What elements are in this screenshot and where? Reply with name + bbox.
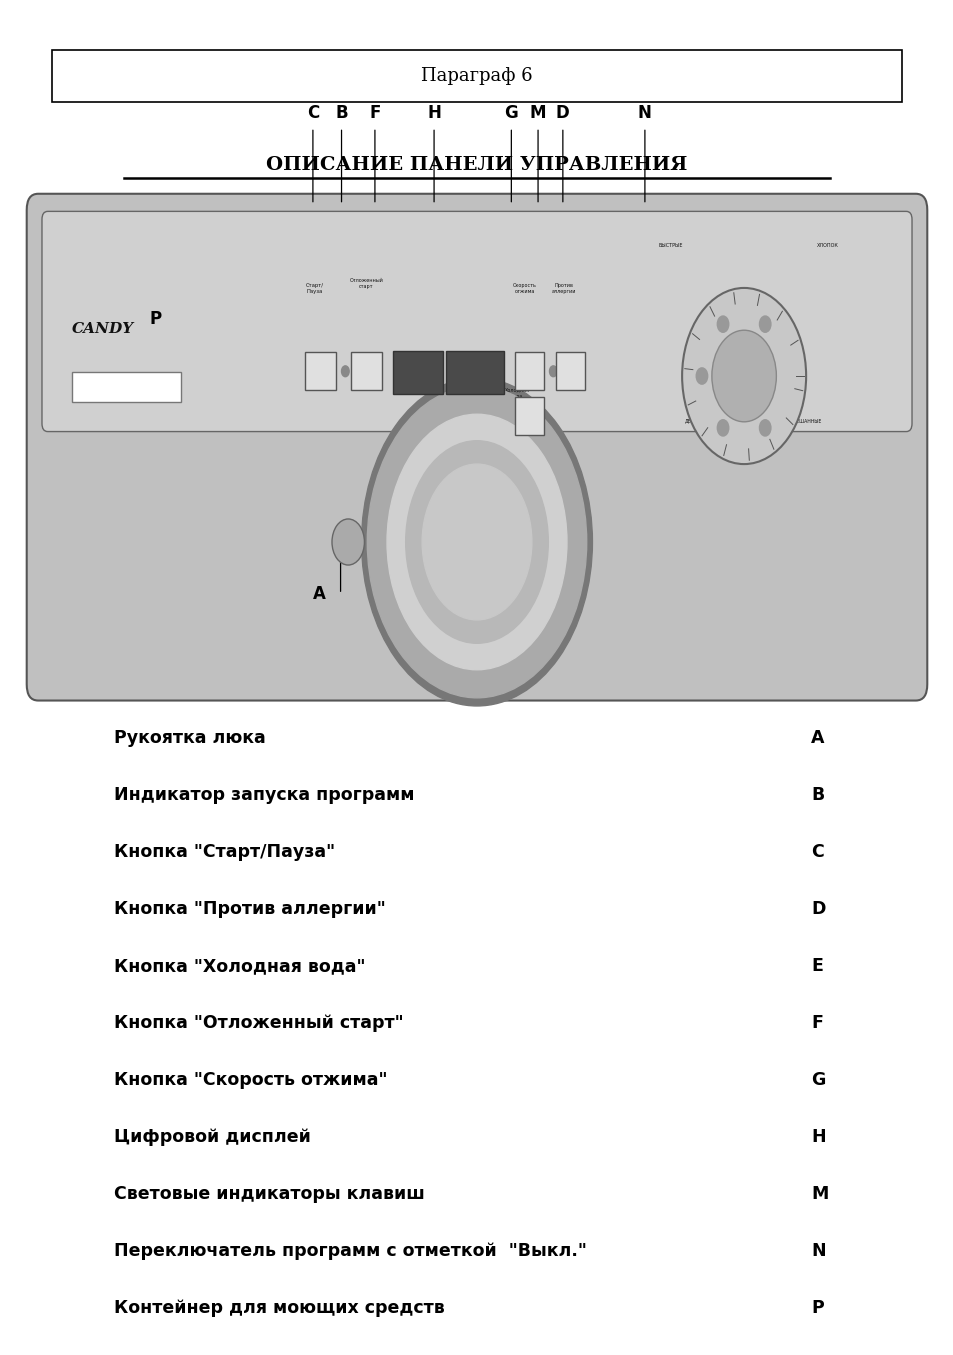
Text: C: C	[810, 843, 822, 862]
Text: ХЛОПОК: ХЛОПОК	[817, 243, 838, 248]
Text: A: A	[810, 729, 823, 748]
Text: СМЕШАННЫЕ: СМЕШАННЫЕ	[789, 419, 821, 424]
Text: Старт/
Пауза: Старт/ Пауза	[306, 283, 323, 294]
Text: F: F	[810, 1014, 821, 1033]
Text: Холодная
вода: Холодная вода	[504, 388, 529, 398]
Text: Рукоятка люка: Рукоятка люка	[114, 729, 266, 748]
Bar	[515, 352, 543, 390]
Text: M: M	[529, 104, 546, 122]
Circle shape	[405, 440, 548, 644]
Circle shape	[387, 415, 566, 669]
Circle shape	[421, 463, 531, 621]
Circle shape	[332, 519, 364, 565]
Text: ДЕЛИКАТНЫЕ: ДЕЛИКАТНЫЕ	[684, 419, 717, 424]
Text: Контейнер для моющих средств: Контейнер для моющих средств	[114, 1298, 445, 1317]
Bar	[446, 351, 503, 394]
Circle shape	[367, 386, 586, 698]
Text: E: E	[810, 957, 821, 976]
Text: G: G	[504, 104, 517, 122]
Circle shape	[696, 369, 707, 385]
Text: Против
аллергии: Против аллергии	[551, 283, 576, 294]
Text: Скорость
отжима: Скорость отжима	[512, 283, 537, 294]
Text: Параграф 6: Параграф 6	[420, 66, 533, 85]
Circle shape	[681, 289, 805, 465]
Bar	[305, 352, 335, 390]
Text: G: G	[810, 1070, 824, 1089]
Circle shape	[711, 331, 776, 421]
Text: H: H	[427, 104, 440, 122]
Text: P: P	[150, 310, 161, 328]
Bar	[515, 397, 543, 435]
Text: D: D	[810, 900, 824, 919]
Text: Кнопка "Против аллергии": Кнопка "Против аллергии"	[114, 900, 386, 919]
Text: E: E	[496, 442, 507, 459]
Text: C: C	[307, 104, 318, 122]
Text: A: A	[313, 585, 326, 603]
Bar	[52, 50, 901, 102]
Text: P: P	[810, 1298, 822, 1317]
Circle shape	[549, 366, 557, 377]
Text: D: D	[556, 104, 569, 122]
Circle shape	[717, 420, 728, 436]
Text: H: H	[810, 1127, 824, 1146]
Text: 888: 888	[409, 367, 426, 378]
Text: Кнопка "Старт/Пауза": Кнопка "Старт/Пауза"	[114, 843, 335, 862]
Circle shape	[341, 366, 349, 377]
Text: Кнопка "Скорость отжима": Кнопка "Скорость отжима"	[114, 1070, 388, 1089]
Text: B: B	[335, 104, 348, 122]
FancyBboxPatch shape	[27, 194, 926, 701]
Text: Цифровой дисплей: Цифровой дисплей	[114, 1127, 311, 1146]
Circle shape	[759, 420, 770, 436]
Text: M: M	[470, 442, 487, 459]
Bar	[393, 351, 442, 394]
Text: CANDY: CANDY	[71, 321, 133, 336]
Text: БЫСТРЫЕ: БЫСТРЫЕ	[658, 243, 682, 248]
Circle shape	[717, 316, 728, 332]
Bar	[71, 373, 181, 402]
Text: Световые индикаторы клавиш: Световые индикаторы клавиш	[114, 1184, 425, 1203]
Text: Кнопка "Холодная вода": Кнопка "Холодная вода"	[114, 957, 366, 976]
Text: N: N	[810, 1241, 824, 1260]
Text: M: M	[810, 1184, 827, 1203]
Text: F: F	[369, 104, 380, 122]
Text: B: B	[810, 786, 823, 805]
FancyBboxPatch shape	[42, 211, 911, 431]
Text: Индикатор запуска программ: Индикатор запуска программ	[114, 786, 415, 805]
Text: N: N	[638, 104, 651, 122]
Bar	[556, 352, 584, 390]
Text: ОПИСАНИЕ ПАНЕЛИ УПРАВЛЕНИЯ: ОПИСАНИЕ ПАНЕЛИ УПРАВЛЕНИЯ	[266, 156, 687, 175]
Bar	[351, 352, 381, 390]
Circle shape	[361, 378, 592, 706]
Circle shape	[759, 316, 770, 332]
Text: Отложенный
старт: Отложенный старт	[349, 278, 383, 289]
Text: Кнопка "Отложенный старт": Кнопка "Отложенный старт"	[114, 1014, 404, 1033]
Text: Переключатель программ с отметкой  "Выкл.": Переключатель программ с отметкой "Выкл.…	[114, 1241, 587, 1260]
Text: 8888: 8888	[464, 369, 485, 377]
